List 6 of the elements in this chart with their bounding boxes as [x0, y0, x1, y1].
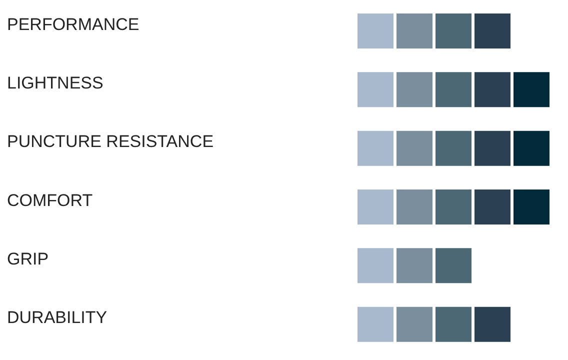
y-tick-label: PERFORMANCE [7, 14, 140, 34]
y-tick-label: GRIP [7, 249, 49, 268]
y-tick-label: PUNCTURE RESISTANCE [7, 132, 214, 152]
y-tick-label: DURABILITY [7, 308, 108, 328]
y-tick-label: COMFORT [7, 190, 93, 210]
y-tick-label: LIGHTNESS [7, 73, 104, 92]
